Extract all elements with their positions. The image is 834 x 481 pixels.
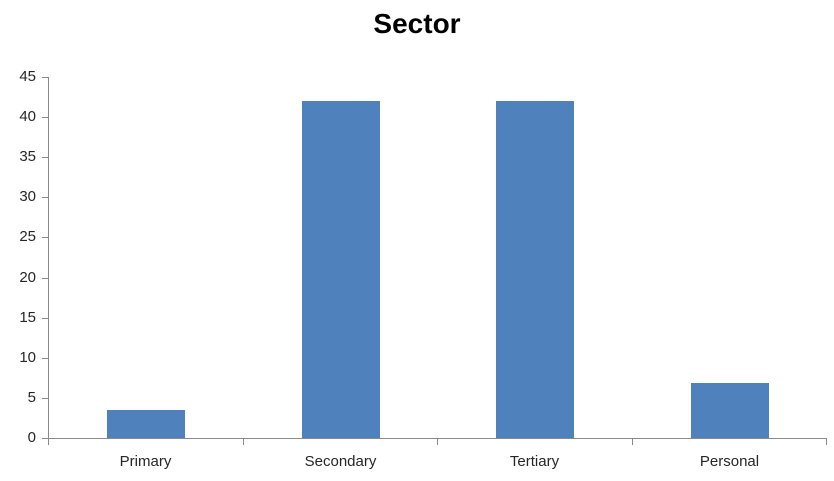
x-category-label-primary: Primary: [119, 453, 172, 470]
y-tick-label: 35: [19, 148, 36, 165]
y-tick: [42, 438, 48, 439]
y-tick: [42, 278, 48, 279]
plot-area: [48, 77, 827, 439]
y-tick: [42, 157, 48, 158]
y-tick: [42, 358, 48, 359]
y-tick-label: 45: [19, 68, 36, 85]
bar-tertiary: [496, 101, 574, 438]
y-tick-label: 25: [19, 228, 36, 245]
bar-secondary: [302, 101, 380, 438]
x-tick: [48, 439, 49, 445]
y-tick-label: 15: [19, 309, 36, 326]
x-category-label-personal: Personal: [699, 453, 760, 470]
y-tick: [42, 77, 48, 78]
y-tick: [42, 197, 48, 198]
y-tick-label: 10: [19, 349, 36, 366]
x-tick: [437, 439, 438, 445]
x-category-label-secondary: Secondary: [304, 453, 377, 470]
y-tick-label: 20: [19, 269, 36, 286]
x-tick: [243, 439, 244, 445]
y-tick-label: 0: [27, 429, 36, 446]
y-tick: [42, 318, 48, 319]
y-tick-label: 5: [27, 389, 36, 406]
y-tick-label: 30: [19, 188, 36, 205]
x-tick: [632, 439, 633, 445]
y-tick: [42, 117, 48, 118]
y-tick-label: 40: [19, 108, 36, 125]
bar-personal: [691, 383, 769, 438]
bar-primary: [107, 410, 185, 438]
x-category-label-tertiary: Tertiary: [509, 453, 560, 470]
chart-title: Sector: [373, 8, 461, 39]
y-tick: [42, 398, 48, 399]
y-tick: [42, 237, 48, 238]
x-tick: [826, 439, 827, 445]
